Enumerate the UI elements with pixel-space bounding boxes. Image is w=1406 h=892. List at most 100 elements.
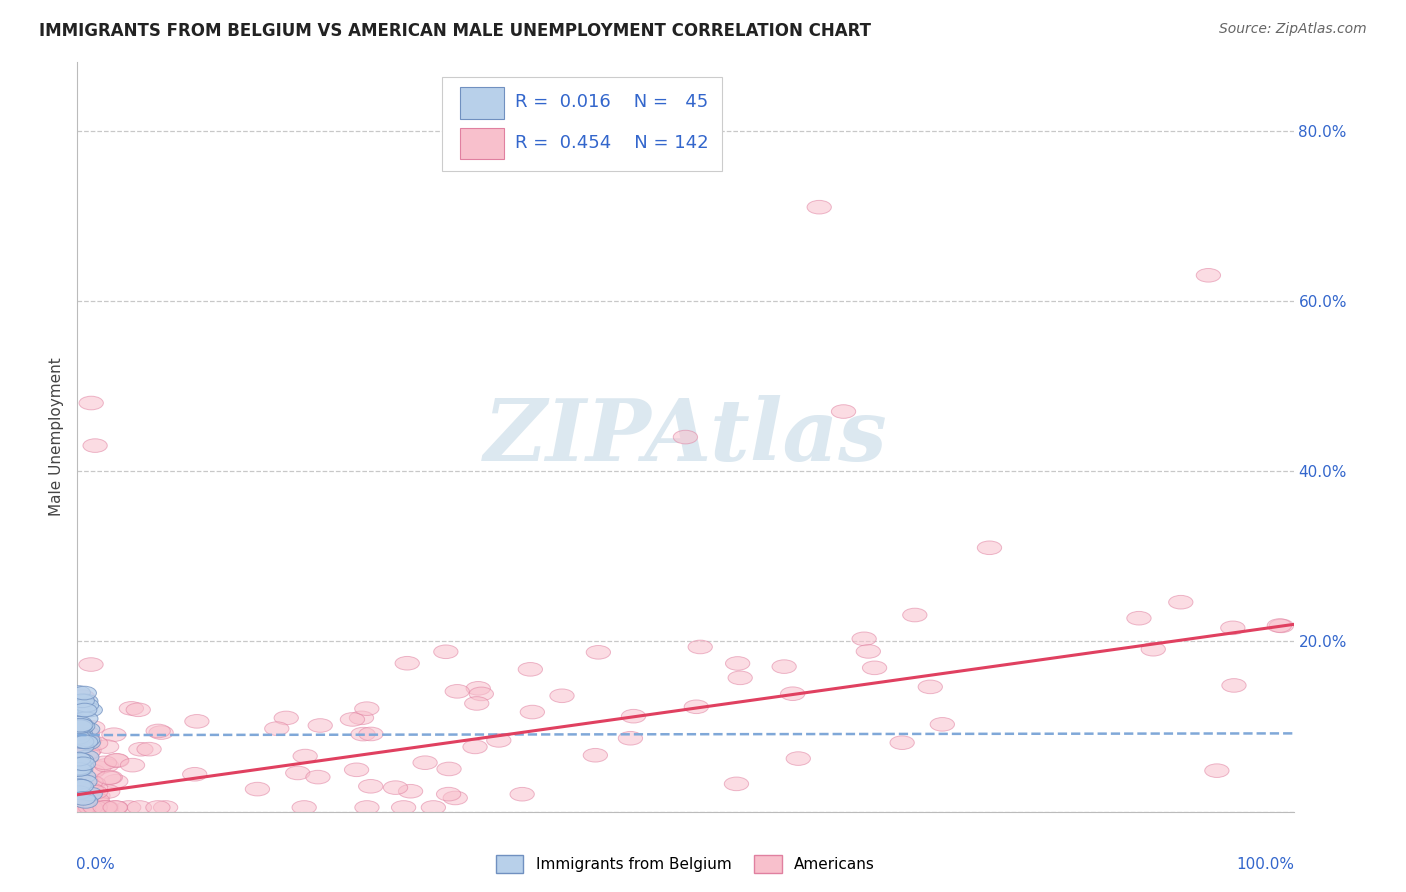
Ellipse shape [153, 801, 177, 814]
Ellipse shape [66, 752, 91, 766]
Ellipse shape [83, 786, 107, 799]
Ellipse shape [73, 735, 98, 748]
Ellipse shape [66, 731, 90, 744]
Ellipse shape [344, 763, 368, 777]
Ellipse shape [69, 758, 93, 772]
Ellipse shape [83, 781, 108, 795]
Ellipse shape [69, 727, 93, 741]
Ellipse shape [621, 709, 645, 723]
Ellipse shape [66, 751, 91, 764]
Ellipse shape [103, 801, 128, 814]
Ellipse shape [76, 736, 100, 749]
Ellipse shape [183, 767, 207, 781]
Ellipse shape [79, 801, 103, 814]
Ellipse shape [66, 727, 90, 740]
Ellipse shape [72, 686, 97, 700]
Ellipse shape [67, 721, 91, 735]
Ellipse shape [1205, 764, 1229, 778]
Ellipse shape [73, 712, 98, 725]
Ellipse shape [359, 780, 382, 793]
Ellipse shape [117, 801, 141, 814]
Ellipse shape [79, 783, 104, 797]
Ellipse shape [87, 761, 111, 774]
Ellipse shape [786, 752, 810, 765]
Ellipse shape [79, 396, 104, 409]
Ellipse shape [101, 728, 127, 741]
Ellipse shape [772, 660, 796, 673]
Ellipse shape [77, 734, 101, 747]
Ellipse shape [856, 645, 880, 658]
Ellipse shape [69, 754, 94, 767]
Ellipse shape [831, 405, 856, 418]
Ellipse shape [308, 719, 332, 732]
Ellipse shape [136, 742, 162, 756]
Ellipse shape [76, 723, 100, 736]
Ellipse shape [436, 788, 461, 801]
Ellipse shape [73, 694, 98, 708]
Ellipse shape [245, 782, 270, 796]
Ellipse shape [724, 777, 748, 790]
Ellipse shape [83, 439, 107, 452]
Ellipse shape [75, 801, 100, 814]
Ellipse shape [104, 774, 128, 789]
Legend: Immigrants from Belgium, Americans: Immigrants from Belgium, Americans [489, 849, 882, 879]
Ellipse shape [69, 722, 93, 735]
Ellipse shape [550, 689, 574, 703]
Ellipse shape [70, 801, 94, 814]
Ellipse shape [305, 771, 330, 784]
Ellipse shape [437, 762, 461, 776]
Ellipse shape [79, 703, 103, 717]
Ellipse shape [79, 657, 103, 672]
Ellipse shape [70, 694, 94, 707]
Ellipse shape [67, 763, 91, 776]
Ellipse shape [422, 801, 446, 814]
Ellipse shape [66, 705, 90, 719]
Ellipse shape [93, 801, 117, 814]
Ellipse shape [72, 801, 97, 814]
Ellipse shape [98, 771, 122, 784]
Ellipse shape [69, 718, 93, 732]
Ellipse shape [69, 735, 94, 748]
Ellipse shape [725, 657, 749, 670]
Ellipse shape [619, 731, 643, 745]
Ellipse shape [146, 724, 170, 738]
Ellipse shape [1267, 619, 1292, 632]
Ellipse shape [93, 801, 117, 814]
Ellipse shape [463, 740, 488, 754]
Ellipse shape [66, 761, 91, 775]
Ellipse shape [807, 201, 831, 214]
Ellipse shape [73, 732, 98, 747]
Ellipse shape [97, 771, 121, 785]
Ellipse shape [93, 801, 117, 814]
Ellipse shape [384, 780, 408, 795]
Ellipse shape [84, 793, 110, 806]
Ellipse shape [890, 736, 914, 749]
Ellipse shape [121, 758, 145, 772]
Ellipse shape [77, 787, 103, 801]
Ellipse shape [349, 711, 374, 724]
Text: R =  0.016    N =   45: R = 0.016 N = 45 [515, 93, 709, 112]
Ellipse shape [82, 776, 105, 790]
Ellipse shape [470, 687, 494, 701]
Ellipse shape [1197, 268, 1220, 282]
Ellipse shape [685, 700, 709, 714]
Text: R =  0.454    N = 142: R = 0.454 N = 142 [515, 134, 709, 152]
Ellipse shape [67, 734, 91, 747]
Ellipse shape [1142, 642, 1166, 656]
Ellipse shape [69, 801, 93, 814]
Ellipse shape [395, 657, 419, 670]
Ellipse shape [94, 758, 118, 772]
Ellipse shape [80, 764, 105, 778]
Ellipse shape [292, 749, 318, 763]
Ellipse shape [67, 730, 93, 743]
Text: 0.0%: 0.0% [76, 856, 115, 871]
Ellipse shape [465, 681, 491, 695]
Ellipse shape [83, 801, 107, 814]
Text: 100.0%: 100.0% [1237, 856, 1295, 871]
Ellipse shape [69, 782, 94, 797]
Ellipse shape [129, 742, 153, 756]
Ellipse shape [443, 791, 467, 805]
Ellipse shape [520, 706, 544, 719]
Ellipse shape [688, 640, 713, 654]
Ellipse shape [292, 801, 316, 814]
